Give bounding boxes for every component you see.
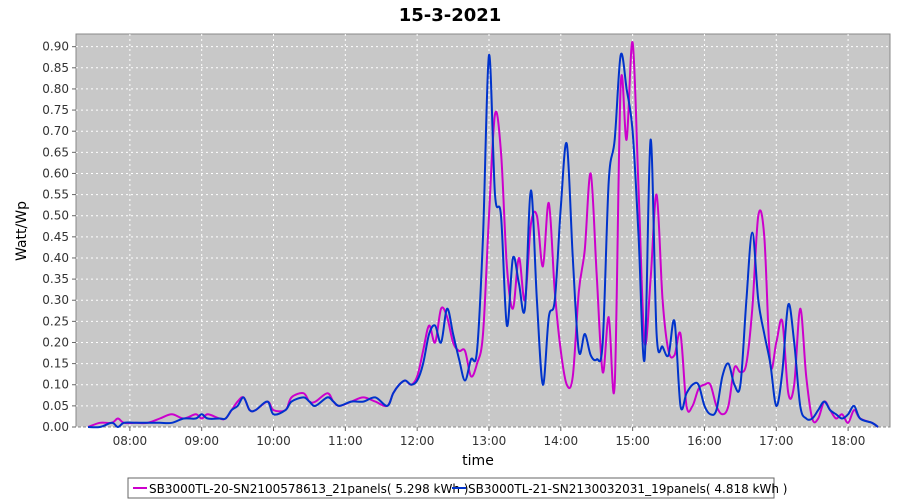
y-tick-label: 0.75 [42, 103, 69, 117]
y-tick-label: 0.00 [42, 420, 69, 434]
legend-box [127, 477, 775, 499]
y-tick-label: 0.55 [42, 188, 69, 202]
x-tick-label: 11:00 [328, 434, 363, 448]
x-tick-label: 08:00 [113, 434, 148, 448]
y-tick-label: 0.05 [42, 399, 69, 413]
x-tick-label: 13:00 [472, 434, 507, 448]
y-tick-label: 0.15 [42, 357, 69, 371]
y-tick-label: 0.70 [42, 124, 69, 138]
x-tick-label: 16:00 [687, 434, 722, 448]
x-tick-label: 10:00 [256, 434, 291, 448]
y-tick-label: 0.65 [42, 145, 69, 159]
x-tick-label: 12:00 [400, 434, 435, 448]
legend-label-series-2: SB3000TL-21-SN2130032031_19panels( 4.818… [468, 482, 787, 496]
x-axis-ticks: 08:00 09:00 10:00 11:00 12:00 13:00 14:00 15:00… [113, 427, 866, 448]
x-tick-label: 14:00 [544, 434, 579, 448]
y-axis-ticks: 0.00 0.05 0.10 0.15 0.20 0.25 0.30 0.35 0.40 0.45… [42, 40, 76, 434]
y-tick-label: 0.45 [42, 230, 69, 244]
x-tick-label: 15:00 [615, 434, 650, 448]
x-tick-label: 18:00 [831, 434, 866, 448]
y-tick-label: 0.90 [42, 40, 69, 54]
y-axis-label: Watt/Wp [14, 201, 30, 261]
legend-label-series-1: SB3000TL-20-SN2100578613_21panels( 5.298… [149, 482, 468, 496]
x-axis-label: time [462, 453, 494, 469]
y-tick-label: 0.35 [42, 272, 69, 286]
y-tick-label: 0.60 [42, 166, 69, 180]
y-tick-label: 0.50 [42, 209, 69, 223]
y-tick-label: 0.10 [42, 378, 69, 392]
series-layer [87, 41, 879, 429]
series-line-2 [87, 52, 879, 429]
chart-title: 15-3-2021 [399, 5, 502, 26]
y-tick-label: 0.40 [42, 251, 69, 265]
x-tick-label: 17:00 [759, 434, 794, 448]
y-tick-label: 0.30 [42, 293, 69, 307]
y-tick-label: 0.25 [42, 314, 69, 328]
y-tick-label: 0.20 [42, 335, 69, 349]
y-tick-label: 0.80 [42, 82, 69, 96]
y-tick-label: 0.85 [42, 61, 69, 75]
x-tick-label: 09:00 [184, 434, 219, 448]
